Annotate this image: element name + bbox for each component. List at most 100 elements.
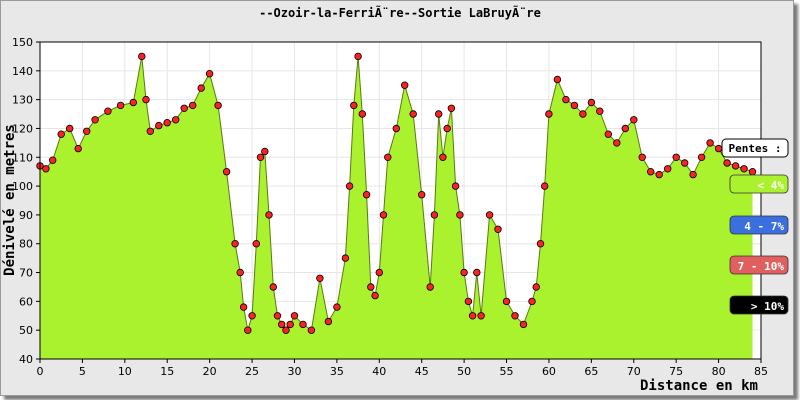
data-point bbox=[528, 297, 536, 306]
data-point bbox=[468, 312, 477, 320]
y-tick-label: 50 bbox=[19, 324, 33, 337]
x-tick-label: 50 bbox=[457, 365, 471, 378]
data-point bbox=[57, 130, 65, 138]
y-tick-label: 140 bbox=[12, 65, 33, 78]
y-tick-label: 150 bbox=[12, 36, 33, 49]
y-tick-label: 130 bbox=[12, 94, 33, 107]
legend-entry-label: < 4% bbox=[758, 179, 785, 192]
y-tick-label: 100 bbox=[12, 180, 33, 193]
y-tick-label: 90 bbox=[19, 209, 33, 222]
data-point bbox=[74, 144, 82, 153]
data-point bbox=[447, 104, 456, 112]
data-point bbox=[638, 153, 646, 161]
data-point bbox=[647, 167, 655, 176]
data-point bbox=[222, 167, 231, 176]
chart-title: --Ozoir-la-FerriÃ¨re--Sortie LaBruyÃ¨re bbox=[259, 5, 541, 20]
data-point bbox=[460, 268, 468, 277]
data-point bbox=[706, 139, 714, 147]
elevation-series bbox=[36, 52, 757, 360]
x-tick-label: 85 bbox=[754, 365, 768, 378]
legend-swatch bbox=[729, 174, 789, 194]
data-point bbox=[371, 291, 379, 300]
x-tick-label: 20 bbox=[203, 365, 217, 378]
data-point bbox=[171, 116, 180, 124]
data-point bbox=[511, 312, 519, 320]
data-point bbox=[307, 326, 316, 334]
x-tick-label: 45 bbox=[415, 365, 429, 378]
data-point bbox=[261, 147, 269, 156]
data-point bbox=[494, 225, 502, 233]
data-point bbox=[358, 110, 366, 118]
data-point bbox=[116, 101, 125, 110]
data-point bbox=[392, 124, 400, 133]
y-tick-label: 70 bbox=[19, 267, 33, 280]
x-tick-label: 15 bbox=[160, 365, 174, 378]
data-point bbox=[82, 127, 91, 135]
data-point bbox=[579, 110, 587, 118]
data-point bbox=[362, 190, 371, 199]
data-point bbox=[155, 121, 163, 130]
data-point bbox=[282, 326, 290, 334]
data-point bbox=[163, 118, 171, 127]
x-tick-label: 75 bbox=[669, 365, 683, 378]
data-point bbox=[502, 297, 511, 306]
data-point bbox=[536, 239, 545, 248]
data-point bbox=[375, 268, 383, 277]
y-tick-label: 80 bbox=[19, 238, 33, 251]
data-point bbox=[689, 170, 697, 179]
data-point bbox=[456, 211, 464, 219]
data-point bbox=[477, 312, 485, 320]
legend-swatch bbox=[729, 295, 789, 315]
data-point bbox=[197, 84, 205, 92]
data-point bbox=[681, 159, 689, 167]
data-point bbox=[299, 320, 307, 329]
data-point bbox=[435, 110, 443, 118]
data-point bbox=[731, 162, 740, 170]
data-point bbox=[621, 124, 629, 133]
elevation-area bbox=[40, 56, 753, 360]
legend-swatch bbox=[729, 255, 789, 275]
data-point bbox=[740, 165, 748, 173]
x-tick-label: 65 bbox=[584, 365, 598, 378]
data-point bbox=[426, 283, 434, 291]
legend-swatch bbox=[729, 215, 789, 235]
x-axis-label: Distance en km bbox=[640, 378, 758, 394]
data-point bbox=[278, 320, 286, 329]
data-point bbox=[672, 153, 680, 161]
plot-border bbox=[39, 41, 762, 360]
data-point bbox=[553, 75, 562, 84]
legend-title-box bbox=[721, 138, 789, 158]
data-point bbox=[142, 95, 150, 104]
data-point bbox=[570, 101, 579, 110]
data-point bbox=[443, 124, 451, 133]
data-point bbox=[697, 153, 706, 161]
data-point bbox=[532, 283, 540, 291]
data-point bbox=[273, 312, 282, 320]
data-point bbox=[562, 95, 570, 104]
data-point bbox=[188, 101, 197, 110]
data-point bbox=[519, 320, 528, 329]
legend: Pentes : < 4% 4 - 7% 7 - 10% > 10% bbox=[721, 138, 789, 315]
x-tick-label: 80 bbox=[712, 365, 726, 378]
data-point bbox=[418, 190, 426, 199]
legend-title: Pentes : bbox=[729, 142, 782, 155]
data-point bbox=[473, 268, 481, 277]
data-point bbox=[236, 268, 244, 277]
x-tick-label: 40 bbox=[372, 365, 386, 378]
data-point bbox=[91, 116, 99, 124]
x-tick-label: 70 bbox=[627, 365, 641, 378]
x-axis: 0 5 10 15 20 25 30 35 40 45 50 55 60 65 70 75 80 85 bbox=[37, 359, 768, 378]
data-point bbox=[248, 312, 256, 320]
data-point bbox=[379, 211, 388, 219]
data-point bbox=[146, 127, 154, 135]
data-point bbox=[430, 211, 439, 219]
data-point bbox=[630, 116, 638, 124]
data-point bbox=[587, 98, 596, 107]
data-point bbox=[138, 52, 146, 61]
y-tick-label: 60 bbox=[19, 295, 33, 308]
data-point bbox=[316, 274, 324, 282]
data-point bbox=[748, 167, 757, 176]
data-point bbox=[256, 153, 265, 161]
data-point bbox=[350, 101, 358, 110]
